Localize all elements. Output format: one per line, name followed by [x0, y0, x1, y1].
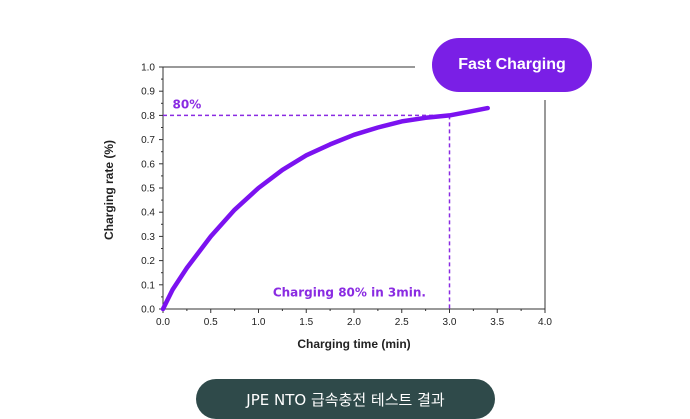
reference-lines: [163, 114, 451, 309]
chart-annotations: 80% Charging 80% in 3min.: [173, 97, 426, 299]
x-tick-label: 2.5: [395, 317, 409, 328]
x-tick-label: 4.0: [538, 317, 552, 328]
x-axis-title: Charging time (min): [297, 337, 410, 351]
caption-label: JPE NTO 급속충전 테스트 결과: [246, 390, 445, 409]
y-tick-label: 0.0: [141, 305, 155, 316]
y-tick-label: 0.7: [141, 135, 155, 146]
y-tick-label: 0.4: [141, 208, 155, 219]
chart-axes: [162, 66, 546, 310]
test-result-caption: JPE NTO 급속충전 테스트 결과: [196, 379, 495, 419]
x-tick-label: 3.0: [443, 317, 457, 328]
x-tick-label: 0.0: [156, 317, 170, 328]
y-axis-title: Charging rate (%): [102, 140, 116, 240]
y-tick-label: 0.2: [141, 256, 155, 267]
x-tick-label: 1.5: [299, 317, 313, 328]
x-tick-label: 3.5: [490, 317, 504, 328]
x-tick-label: 0.5: [204, 317, 218, 328]
y-tick-label: 0.1: [141, 280, 155, 291]
annotation-label: Charging 80% in 3min.: [273, 286, 426, 300]
x-tick-label: 2.0: [347, 317, 361, 328]
fast-charging-label: Fast Charging: [458, 56, 566, 73]
charging-curve: [160, 105, 490, 312]
y-tick-label: 0.9: [141, 87, 155, 98]
y-tick-label: 0.3: [141, 232, 155, 243]
x-tick-label: 1.0: [252, 317, 266, 328]
y-tick-label: 0.8: [141, 111, 155, 122]
y-tick-label: 0.5: [141, 184, 155, 195]
fast-charging-badge: Fast Charging: [432, 38, 592, 92]
y-tick-label: 0.6: [141, 159, 155, 170]
annotation-label: 80%: [173, 97, 202, 111]
y-tick-label: 1.0: [141, 63, 155, 74]
chart-ticks: 0.0 0.5 1.0 1.5 2.0 2.5 3.0 3.5 4.0 0.0 0.1 0.2 0.3 0…: [141, 63, 552, 329]
chart-series: [160, 105, 490, 312]
